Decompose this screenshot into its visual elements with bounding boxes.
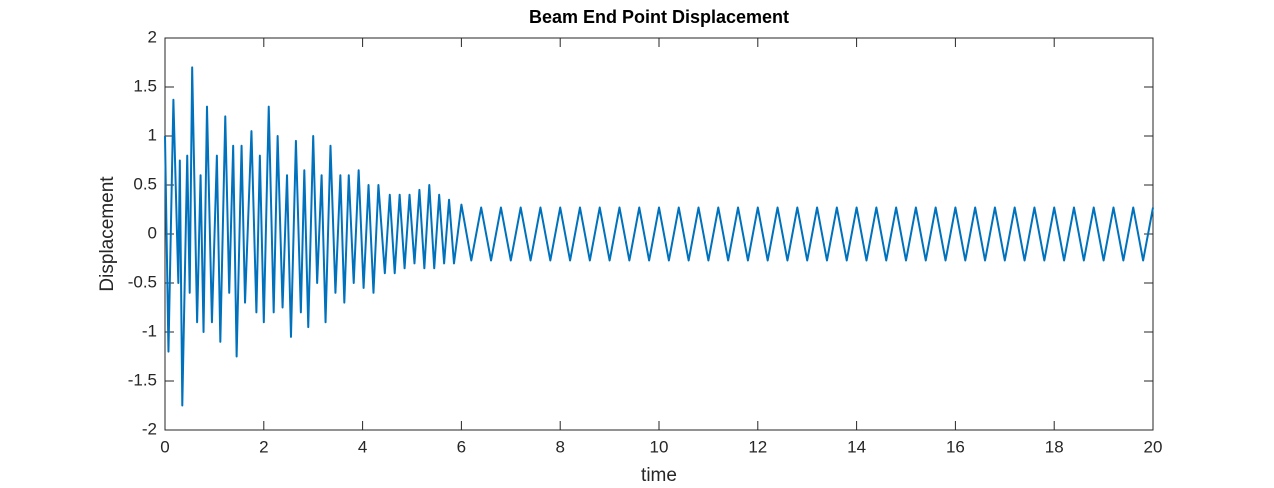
- data-line: [164, 66, 1154, 407]
- y-tick-label: 1.5: [133, 76, 157, 95]
- y-tick-label: -1: [142, 321, 157, 340]
- x-tick-label: 18: [1045, 437, 1064, 456]
- y-tick-label: 2: [148, 27, 157, 46]
- x-tick-label: 12: [748, 437, 767, 456]
- y-tick-label: 1: [148, 125, 157, 144]
- x-tick-label: 14: [847, 437, 866, 456]
- y-tick-label: -0.5: [128, 272, 157, 291]
- x-tick-label: 6: [457, 437, 466, 456]
- y-axis-label: Displacement: [97, 176, 118, 292]
- x-tick-label: 4: [358, 437, 367, 456]
- x-tick-label: 8: [555, 437, 564, 456]
- x-tick-label: 16: [946, 437, 965, 456]
- x-tick-label: 10: [650, 437, 669, 456]
- y-tick-label: 0.5: [133, 174, 157, 193]
- chart-title: Beam End Point Displacement: [529, 7, 789, 27]
- x-tick-label: 20: [1144, 437, 1163, 456]
- y-tick-label: -1.5: [128, 370, 157, 389]
- x-axis-label: time: [641, 465, 677, 486]
- x-tick-label: 0: [160, 437, 169, 456]
- x-tick-label: 2: [259, 437, 268, 456]
- y-tick-label: -2: [142, 419, 157, 438]
- plot-frame: [164, 37, 1154, 431]
- y-tick-label: 0: [148, 223, 157, 242]
